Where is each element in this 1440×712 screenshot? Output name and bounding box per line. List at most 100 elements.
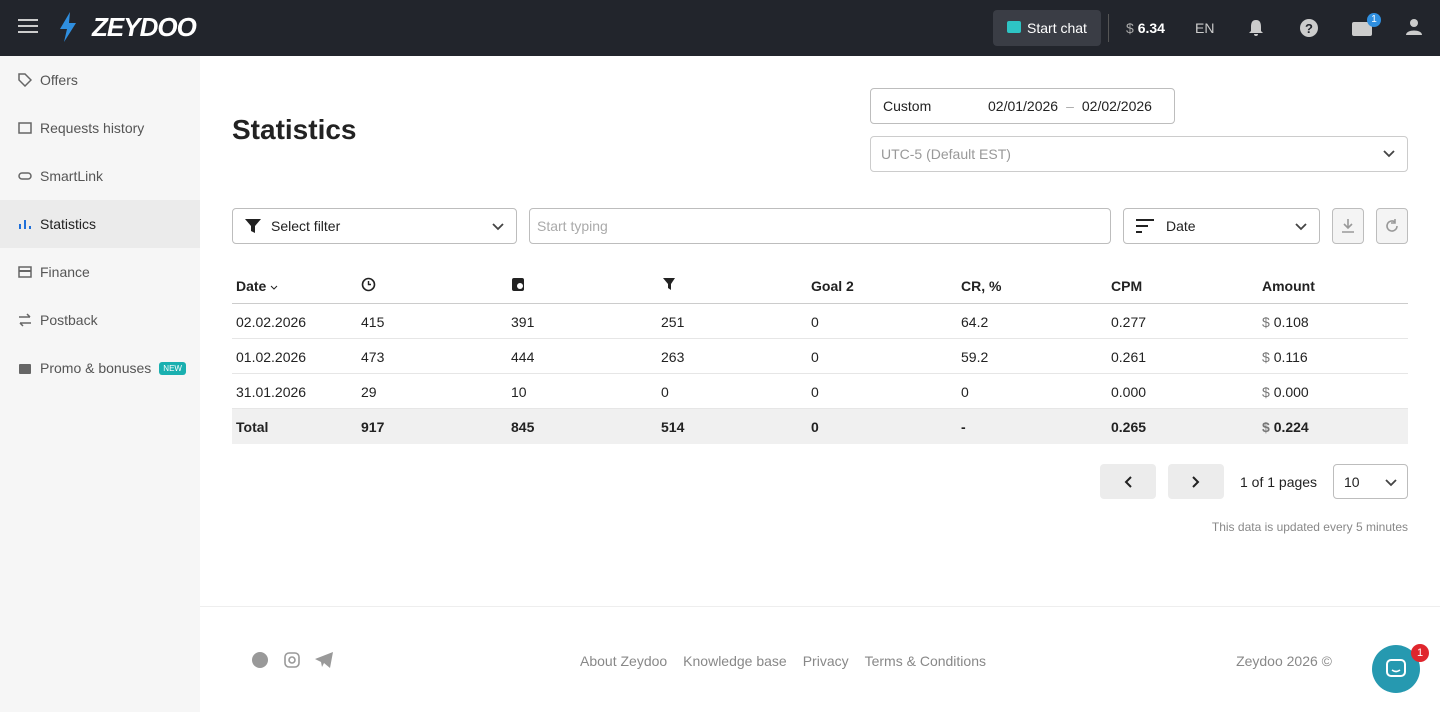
table-cell: 917: [361, 419, 385, 435]
user-icon[interactable]: [1406, 19, 1422, 35]
logo-bolt: [60, 12, 76, 42]
refresh-button[interactable]: [1376, 208, 1408, 244]
table-cell: 0: [961, 384, 969, 400]
header-impressions-icon: [512, 278, 524, 291]
footer-link[interactable]: Knowledge base: [683, 653, 787, 669]
table-cell: 473: [361, 349, 385, 365]
chat-badge: 1: [1411, 644, 1429, 662]
chevron-left: [1124, 475, 1132, 488]
gift-icon[interactable]: [1352, 18, 1372, 36]
date-range[interactable]: Custom 02/01/2026 – 02/02/2026: [870, 88, 1175, 124]
header-cr: CR, %: [961, 278, 1002, 294]
copyright: Zeydoo 2026 ©: [1236, 653, 1332, 669]
table-cell: -: [961, 419, 966, 435]
divider: [1108, 14, 1109, 42]
nav-label: Postback: [40, 312, 98, 328]
nav-item[interactable]: Finance: [0, 248, 200, 296]
sort-select[interactable]: Date: [1123, 208, 1320, 244]
footer-link[interactable]: About Zeydoo: [580, 653, 668, 669]
nav-item[interactable]: SmartLink: [0, 152, 200, 200]
sidebar: Offers Requests history SmartLink Statis…: [0, 56, 200, 712]
table-cell: 0: [811, 314, 819, 330]
nav-item[interactable]: Requests history: [0, 104, 200, 152]
telegram-icon[interactable]: [315, 652, 334, 668]
header-date[interactable]: Date: [236, 278, 278, 294]
table-row: [232, 304, 1408, 339]
chat-icon: [1007, 21, 1022, 33]
next-page[interactable]: [1168, 464, 1224, 499]
nav-item[interactable]: Promo & bonuses NEW: [0, 344, 200, 392]
table-cell: 64.2: [961, 314, 989, 330]
new-badge: NEW: [159, 361, 186, 375]
table-cell: 251: [661, 314, 685, 330]
table-cell: 0: [811, 419, 819, 435]
header-clicks-icon: [361, 277, 376, 292]
timezone: UTC-5 (Default EST): [881, 146, 1011, 162]
date-separator: –: [1066, 98, 1074, 114]
amount: 0.000: [1273, 384, 1309, 400]
download-icon: [1342, 219, 1354, 233]
currency: $: [1262, 314, 1270, 330]
svg-text:?: ?: [1305, 21, 1313, 36]
prev-page[interactable]: [1100, 464, 1156, 499]
start-chat[interactable]: Start chat: [993, 10, 1101, 46]
page-status: 1 of 1 pages: [1240, 474, 1318, 490]
instagram-icon[interactable]: [284, 652, 300, 668]
table-row: [232, 339, 1408, 374]
total-row: [232, 409, 1408, 444]
table-cell: 01.02.2026: [236, 349, 307, 365]
currency: $: [1126, 20, 1134, 36]
nav-label: Offers: [40, 72, 78, 88]
nav-label: Finance: [40, 264, 90, 280]
nav-item[interactable]: Offers: [0, 56, 200, 104]
nav-icon: [18, 122, 32, 134]
search-input[interactable]: Start typing: [529, 208, 1111, 244]
footer-link[interactable]: Terms & Conditions: [864, 653, 986, 669]
table-cell: 02.02.2026: [236, 314, 307, 330]
table-cell: 59.2: [961, 349, 989, 365]
bell-icon[interactable]: [1248, 19, 1264, 37]
table-row: [232, 374, 1408, 409]
table-cell: 0: [811, 384, 819, 400]
table-cell: 0.000: [1111, 384, 1147, 400]
help-icon[interactable]: ?: [1300, 19, 1318, 37]
filter-icon: [245, 219, 261, 233]
nav-label: Requests history: [40, 120, 145, 136]
date-from: 02/01/2026: [988, 98, 1059, 114]
facebook-icon[interactable]: [251, 651, 269, 669]
currency: $: [1262, 384, 1270, 400]
update-note: This data is updated every 5 minutes: [1211, 520, 1408, 534]
table-cell: 0.277: [1111, 314, 1147, 330]
nav-item[interactable]: Postback: [0, 296, 200, 344]
balance-value: 6.34: [1137, 20, 1165, 36]
table-cell: 10: [511, 384, 527, 400]
currency: $: [1262, 349, 1270, 365]
header-cpm: CPM: [1111, 278, 1143, 294]
balance: $ 6.34: [1126, 20, 1165, 36]
table-cell: 0.265: [1111, 419, 1147, 435]
footer-link[interactable]: Privacy: [802, 653, 849, 669]
chevron-right: [1192, 475, 1200, 488]
nav-item[interactable]: Statistics: [0, 200, 200, 248]
sort-arrow: [270, 285, 278, 290]
nav-icon: [19, 313, 31, 327]
header-label: Date: [236, 278, 267, 294]
filter-select[interactable]: Select filter: [232, 208, 517, 244]
page-size[interactable]: 10: [1333, 464, 1408, 499]
date-to: 02/02/2026: [1081, 98, 1152, 114]
amount: 0.108: [1273, 314, 1309, 330]
logo: ZEYDOO: [92, 12, 197, 42]
nav-label: SmartLink: [40, 168, 104, 184]
language[interactable]: EN: [1195, 20, 1215, 36]
amount-cell: $ 0.000: [1262, 384, 1309, 400]
download-button[interactable]: [1332, 208, 1364, 244]
table-cell: 263: [661, 349, 685, 365]
table-cell: 0: [811, 349, 819, 365]
menu-icon[interactable]: [18, 18, 38, 34]
timezone-select[interactable]: UTC-5 (Default EST): [870, 136, 1408, 172]
top-bar: ZEYDOO Start chat $ 6.34 EN ? 1: [0, 0, 1440, 56]
date-preset: Custom: [883, 98, 932, 114]
header-border: [232, 303, 1408, 304]
amount-cell: $ 0.116: [1262, 349, 1308, 365]
nav-icon: [18, 172, 32, 180]
